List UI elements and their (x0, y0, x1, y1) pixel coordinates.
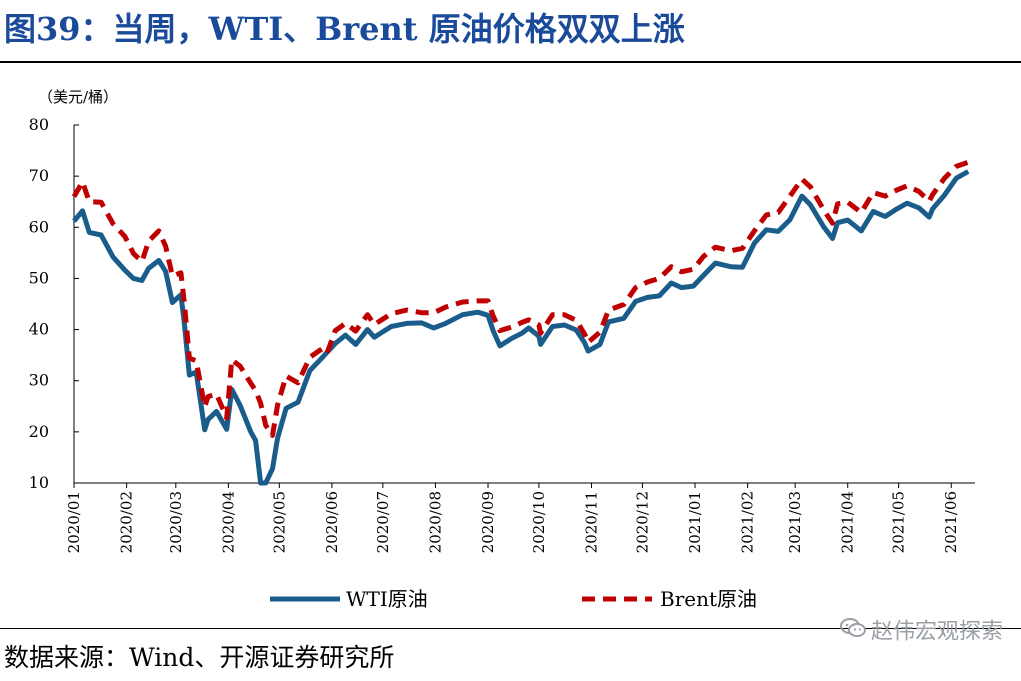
wti-series-line (72, 169, 970, 486)
x-axis-ticks: 2020/01 2020/02 2020/03 2020/04 2020/05 2020/… (65, 483, 960, 553)
x-tick-label: 2021/06 (942, 491, 960, 553)
y-axis-unit-label: （美元/桶） (38, 88, 118, 106)
x-tick-label: 2021/02 (739, 491, 757, 553)
title-divider (0, 61, 1021, 63)
x-tick-label: 2020/06 (323, 491, 341, 553)
x-tick-label: 2020/11 (583, 491, 601, 553)
x-tick-label: 2020/04 (219, 491, 237, 553)
x-tick-label: 2021/03 (786, 491, 804, 553)
y-tick-label: 30 (29, 371, 49, 390)
x-tick-label: 2020/03 (167, 491, 185, 553)
x-tick-label: 2020/09 (479, 491, 497, 553)
y-tick-label: 80 (29, 115, 49, 134)
x-tick-label: 2020/05 (270, 491, 288, 553)
watermark-text: 赵伟宏观探索 (870, 619, 1003, 645)
x-tick-label: 2020/08 (426, 491, 444, 553)
y-tick-label: 70 (29, 166, 49, 185)
series-lines (71, 159, 970, 486)
y-tick-label: 40 (29, 320, 49, 339)
y-tick-label: 60 (29, 217, 49, 236)
watermark: 赵伟宏观探索 (839, 617, 1003, 647)
x-tick-label: 2020/01 (65, 491, 83, 553)
page-title: 图39：当周，WTI、Brent 原油价格双双上涨 (4, 10, 685, 48)
y-axis-ticks: 10 20 30 40 50 60 70 80 (29, 115, 79, 492)
y-tick-label: 20 (29, 422, 49, 441)
chart-axes: （美元/桶） (38, 88, 975, 484)
y-tick-label: 10 (29, 473, 49, 492)
legend-label-wti: WTI原油 (346, 587, 428, 611)
x-tick-label: 2021/04 (839, 491, 857, 553)
wechat-icon (839, 617, 867, 648)
x-tick-label: 2020/12 (633, 491, 651, 553)
brent-series-line (71, 159, 970, 438)
y-tick-label: 50 (29, 268, 49, 287)
x-tick-label: 2021/05 (890, 491, 908, 553)
x-tick-label: 2021/01 (686, 491, 704, 553)
source-divider (0, 628, 1021, 629)
source-note: 数据来源：Wind、开源证券研究所 (4, 643, 395, 672)
x-tick-label: 2020/10 (530, 491, 548, 553)
legend: WTI原油 Brent原油 (270, 587, 757, 611)
x-tick-label: 2020/02 (118, 491, 136, 553)
x-tick-label: 2020/07 (374, 491, 392, 553)
legend-label-brent: Brent原油 (660, 587, 757, 611)
